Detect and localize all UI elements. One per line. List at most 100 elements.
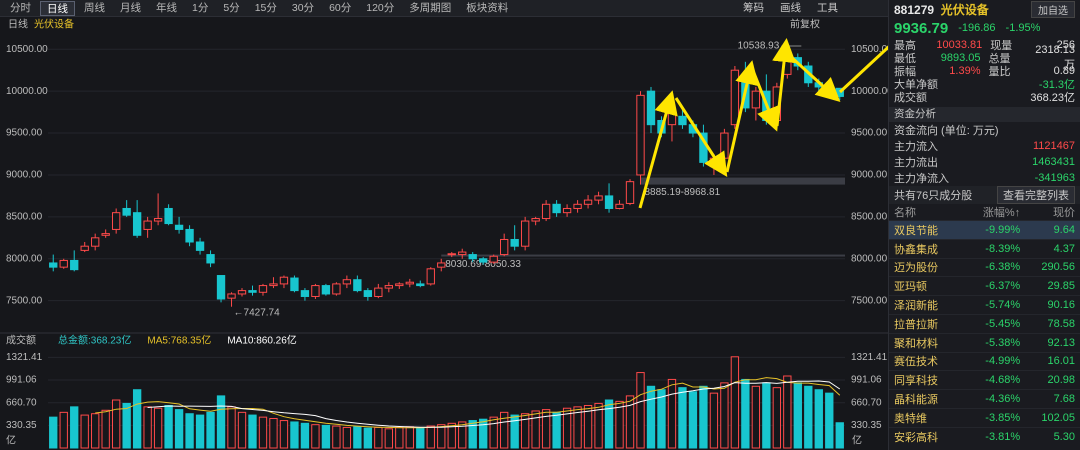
table-cell: -4.68% [985, 374, 1021, 387]
y-tick-label-right: 8500.00 [851, 212, 888, 223]
tab[interactable]: 年线 [156, 1, 177, 14]
volume-bar [143, 406, 152, 449]
candle-body [353, 279, 362, 292]
table-cell: 安彩高科 [894, 431, 938, 444]
volume-bar [793, 382, 802, 449]
tab[interactable]: 日线 [40, 0, 75, 16]
volume-bar [195, 414, 205, 449]
candle-body [59, 259, 68, 268]
stat-label: 最低 [894, 52, 916, 65]
tab[interactable]: 1分 [192, 1, 209, 14]
table-row[interactable]: 拉普拉斯 -5.45% 78.58 [889, 313, 1080, 333]
chart-title: 光伏设备 [34, 18, 74, 31]
period-label: 日线 [8, 18, 28, 31]
y-tick-label: 9000.00 [6, 170, 43, 181]
table-row[interactable]: 奥特维 -3.85% 102.05 [889, 407, 1080, 427]
volume-bar [510, 414, 519, 449]
column-header: 现价 [1052, 207, 1075, 219]
constituent-count: 共有76只成分股 [894, 190, 973, 202]
volume-bar [835, 422, 844, 449]
volume-bar [132, 389, 142, 449]
candle-body [321, 285, 331, 295]
table-row[interactable]: 双良节能 -9.99% 9.64 [889, 220, 1080, 239]
stat-label: 成交额 [894, 91, 927, 104]
tab[interactable]: 5分 [223, 1, 240, 14]
toolbar: 筹码 画线 工具 分时 日线 周线 月线 年线 1分 5分 15分 30分 60分 120分 多周期图 板块… [0, 0, 888, 17]
table-cell: -4.36% [985, 393, 1021, 406]
tab[interactable]: 多周期图 [409, 1, 452, 14]
price-row: 9936.79 -196.86 -1.95% [889, 18, 1080, 38]
table-cell: 晶科能源 [894, 394, 938, 407]
table-cell: 102.05 [1041, 411, 1075, 424]
volume-bar [80, 414, 89, 449]
candle-body [667, 111, 677, 126]
add-button[interactable]: 加自选 [1031, 0, 1075, 18]
column-header: 名称 [894, 207, 916, 219]
chart: 日线 光伏设备 前复权 成交额 亿 亿 10500.00 10500.00 1000… [0, 17, 888, 450]
full-list-link[interactable]: 查看完整列表 [997, 186, 1075, 204]
tab[interactable]: 120分 [366, 1, 395, 14]
candle-body [573, 203, 582, 209]
candle-body [111, 212, 121, 230]
volume-bar [541, 409, 551, 449]
candle-body [174, 224, 184, 230]
volume-bar [91, 413, 100, 449]
table-cell: -9.99% [985, 223, 1021, 236]
y-tick-label-right: 9000.00 [851, 170, 888, 181]
candle-body [437, 262, 446, 268]
volume-bar [751, 385, 761, 449]
candle-body [751, 90, 761, 109]
table-row[interactable]: 亚玛顿 -6.37% 29.85 [889, 276, 1080, 295]
table-row[interactable]: 同享科技 -4.68% 20.98 [889, 370, 1080, 389]
candle-body [80, 245, 89, 251]
volume-bar [206, 411, 215, 449]
fund-row: 主力流入 1121467 [889, 138, 1080, 154]
constituent-bar: 共有76只成分股 查看完整列表 [889, 186, 1080, 204]
table-row[interactable]: 聚和材料 -5.38% 92.13 [889, 332, 1080, 352]
table-cell: 9.64 [1053, 223, 1075, 236]
candle-body [458, 251, 467, 256]
tab[interactable]: 分时 [10, 1, 31, 14]
tab[interactable]: 30分 [291, 1, 315, 14]
table-cell: 拉普拉斯 [894, 318, 938, 331]
tab[interactable]: 60分 [329, 1, 352, 14]
y-tick-label: 991.06 [6, 375, 37, 386]
tab[interactable]: 月线 [120, 1, 141, 14]
table-row[interactable]: 安彩高科 -3.81% 5.30 [889, 426, 1080, 446]
tab[interactable]: 板块资料 [466, 1, 509, 14]
volume-bar [363, 427, 373, 449]
candle-body [332, 283, 341, 295]
volume-bar [783, 375, 792, 449]
fund-value: 1121467 [1032, 140, 1075, 152]
stat-label: 最高 [894, 39, 916, 52]
volume-bar [667, 378, 677, 449]
volume-bar [258, 416, 268, 449]
tool[interactable]: 画线 [780, 2, 801, 14]
table-cell: 16.01 [1047, 355, 1075, 368]
candle-body [290, 277, 299, 292]
candle-body [625, 181, 635, 204]
volume-bar [625, 395, 635, 449]
tool[interactable]: 工具 [817, 2, 838, 14]
volume-unit: 亿 [6, 434, 16, 447]
table-row[interactable]: 赛伍技术 -4.99% 16.01 [889, 351, 1080, 371]
table-cell: 90.16 [1047, 299, 1075, 312]
table-row[interactable]: 晶科能源 -4.36% 7.68 [889, 389, 1080, 408]
volume-bar [500, 411, 509, 449]
tool[interactable]: 筹码 [743, 2, 764, 14]
adjust-label: 前复权 [790, 18, 820, 31]
tab[interactable]: 周线 [84, 1, 105, 14]
change-pct: -1.95% [1005, 22, 1041, 34]
table-row[interactable]: 迈为股份 -6.38% 290.56 [889, 257, 1080, 277]
table-row[interactable]: 泽润新能 -5.74% 90.16 [889, 295, 1080, 314]
tab[interactable]: 15分 [254, 1, 277, 14]
volume-bar [101, 409, 110, 449]
candle-body [426, 268, 435, 285]
candle-body [206, 254, 215, 264]
candle-body [741, 73, 750, 109]
candle-body [720, 132, 729, 159]
table-cell: -5.38% [985, 336, 1021, 349]
table-row[interactable]: 协鑫集成 -8.39% 4.37 [889, 238, 1080, 258]
y-tick-label: 1321.41 [6, 352, 43, 363]
y-tick-label: 10500.00 [6, 44, 48, 55]
